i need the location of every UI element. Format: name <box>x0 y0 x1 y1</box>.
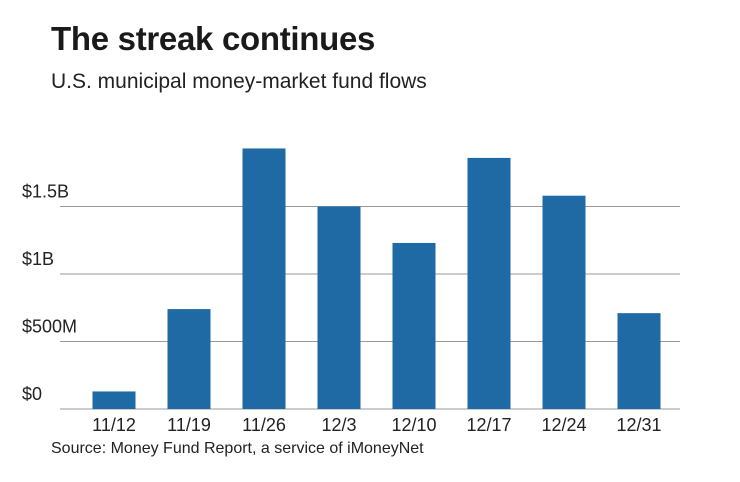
bar <box>617 313 661 409</box>
x-tick-label: 11/26 <box>242 415 286 435</box>
bar <box>167 309 211 409</box>
bar <box>467 157 511 409</box>
bar <box>317 206 361 409</box>
x-tick-label: 12/24 <box>541 415 586 435</box>
bar <box>542 195 586 409</box>
bar <box>92 391 136 409</box>
y-tick-label: $0 <box>22 384 42 404</box>
y-tick-label: $1.5B <box>22 182 69 202</box>
chart-subtitle: U.S. municipal money-market fund flows <box>51 70 427 93</box>
y-tick-label: $500M <box>22 317 77 337</box>
x-tick-label: 12/17 <box>466 415 511 435</box>
bar <box>242 148 286 409</box>
y-tick-label: $1B <box>22 249 54 269</box>
x-tick-label: 12/3 <box>321 415 356 435</box>
chart-title: The streak continues <box>51 20 376 57</box>
source-note: Source: Money Fund Report, a service of … <box>51 440 424 457</box>
x-tick-label: 11/19 <box>167 415 211 435</box>
bar <box>392 242 436 409</box>
x-tick-label: 11/12 <box>92 415 136 435</box>
x-tick-label: 12/10 <box>391 415 436 435</box>
x-tick-label: 12/31 <box>616 415 661 435</box>
